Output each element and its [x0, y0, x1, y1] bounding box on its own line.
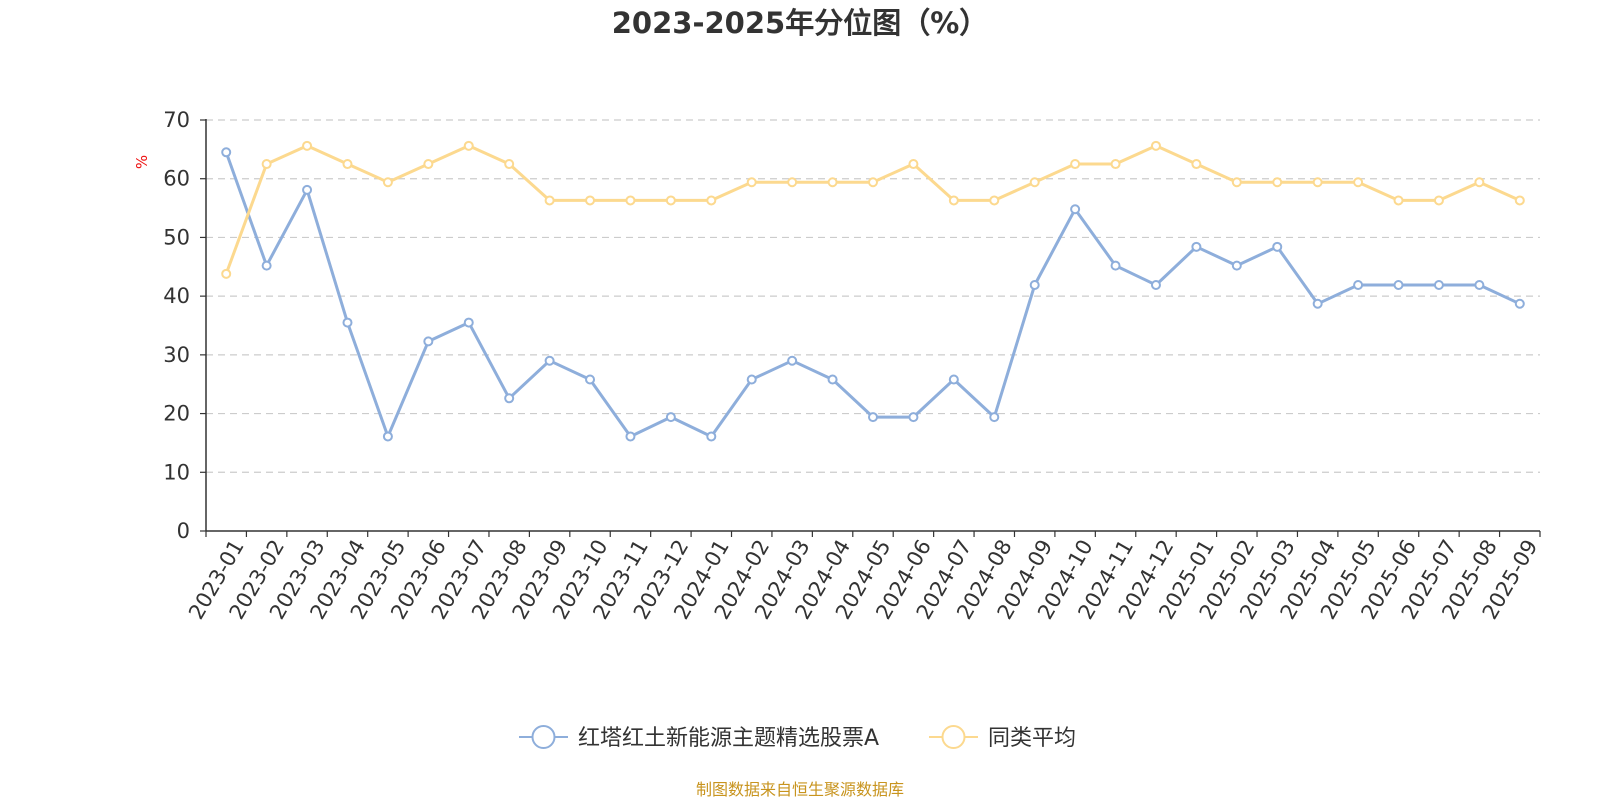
series-2-point-2023-06[interactable] — [423, 159, 434, 170]
series-2-point-2025-05[interactable] — [1353, 177, 1364, 188]
series-1-point-2024-03[interactable] — [787, 355, 798, 366]
series-1-point-2023-04[interactable] — [342, 317, 353, 328]
legend-item-series-1[interactable]: 红塔红土新能源主题精选股票A — [519, 725, 879, 751]
series-2-point-2024-07[interactable] — [948, 195, 959, 206]
legend-label-1: 红塔红土新能源主题精选股票A — [578, 726, 879, 751]
series-1-point-2024-04[interactable] — [827, 374, 838, 385]
series-1-point-2023-05[interactable] — [382, 431, 393, 442]
y-tick-label-50: 50 — [163, 225, 190, 249]
y-tick-label-70: 70 — [163, 108, 190, 132]
series-1-point-2023-07[interactable] — [463, 317, 474, 328]
series-1-point-2024-11[interactable] — [1110, 260, 1121, 271]
series-2-point-2025-08[interactable] — [1474, 177, 1485, 188]
series-1-point-2023-11[interactable] — [625, 431, 636, 442]
series-2-point-2023-03[interactable] — [302, 140, 313, 151]
series-1-point-2025-01[interactable] — [1191, 241, 1202, 252]
series-1-point-2024-06[interactable] — [908, 412, 919, 423]
series-2-point-2024-08[interactable] — [989, 195, 1000, 206]
series-2-point-2025-07[interactable] — [1433, 195, 1444, 206]
series-2-point-2025-02[interactable] — [1231, 177, 1242, 188]
series-2-point-2023-11[interactable] — [625, 195, 636, 206]
series-2-point-2023-09[interactable] — [544, 195, 555, 206]
series-2-point-2023-12[interactable] — [665, 195, 676, 206]
series-2-point-2024-03[interactable] — [787, 177, 798, 188]
series-2-point-2025-01[interactable] — [1191, 159, 1202, 170]
series-1-point-2024-12[interactable] — [1150, 279, 1161, 290]
y-tick-label-40: 40 — [163, 284, 190, 308]
series-1-point-2025-05[interactable] — [1353, 279, 1364, 290]
series-2-point-2024-06[interactable] — [908, 159, 919, 170]
series-1-point-2025-09[interactable] — [1514, 298, 1525, 309]
series-2-point-2024-02[interactable] — [746, 177, 757, 188]
series-1-point-2025-02[interactable] — [1231, 260, 1242, 271]
series-lines — [221, 140, 1525, 442]
series-1-point-2024-08[interactable] — [989, 412, 1000, 423]
series-1-point-2024-07[interactable] — [948, 374, 959, 385]
series-2-point-2023-07[interactable] — [463, 140, 474, 151]
legend-label-2: 同类平均 — [988, 726, 1076, 751]
series-2-point-2024-12[interactable] — [1150, 140, 1161, 151]
series-2-point-2025-09[interactable] — [1514, 195, 1525, 206]
series-1-point-2023-08[interactable] — [504, 393, 515, 404]
series-2-point-2023-02[interactable] — [261, 159, 272, 170]
chart-title: 2023-2025年分位图（%） — [612, 6, 989, 40]
y-tick-label-10: 10 — [163, 460, 190, 484]
series-line-1 — [224, 150, 1522, 438]
legend[interactable]: 红塔红土新能源主题精选股票A 同类平均 — [519, 725, 1076, 751]
series-2-point-2025-06[interactable] — [1393, 195, 1404, 206]
legend-item-series-2[interactable]: 同类平均 — [929, 725, 1076, 751]
series-2-point-2024-05[interactable] — [868, 177, 878, 188]
series-1-point-2023-06[interactable] — [423, 336, 434, 347]
series-2-point-2025-04[interactable] — [1312, 177, 1323, 188]
axes: 0102030405060702023-012023-022023-032023… — [163, 108, 1542, 623]
series-1-point-2024-10[interactable] — [1070, 204, 1081, 215]
series-1-point-2025-03[interactable] — [1272, 241, 1283, 252]
data-source-note: 制图数据来自恒生聚源数据库 — [696, 780, 904, 799]
series-1-point-2025-04[interactable] — [1312, 298, 1323, 309]
series-2-point-2024-09[interactable] — [1029, 177, 1040, 188]
series-1-point-2023-03[interactable] — [302, 184, 313, 195]
series-1-point-2025-06[interactable] — [1393, 279, 1404, 290]
series-2-point-2023-04[interactable] — [342, 159, 353, 170]
y-axis-unit-label: % — [133, 155, 151, 169]
series-2-point-2024-04[interactable] — [827, 177, 838, 188]
legend-marker-2 — [941, 725, 966, 749]
series-1-point-2025-08[interactable] — [1474, 279, 1485, 290]
series-1-point-2024-09[interactable] — [1029, 279, 1040, 290]
legend-marker-1 — [531, 725, 556, 749]
series-1-point-2023-09[interactable] — [544, 355, 555, 366]
series-2-point-2024-01[interactable] — [706, 195, 717, 206]
series-1-point-2024-02[interactable] — [746, 374, 757, 385]
series-1-point-2023-01[interactable] — [221, 147, 232, 158]
series-2-point-2024-11[interactable] — [1110, 159, 1121, 170]
series-1-point-2024-01[interactable] — [706, 431, 717, 442]
series-1-point-2023-12[interactable] — [665, 412, 676, 423]
series-2-point-2023-01[interactable] — [221, 268, 232, 279]
series-2-point-2023-08[interactable] — [504, 159, 515, 170]
series-1-point-2023-02[interactable] — [261, 260, 272, 271]
series-line-2 — [224, 144, 1522, 276]
series-1-point-2024-05[interactable] — [868, 412, 878, 423]
y-tick-label-30: 30 — [163, 343, 190, 367]
series-2-point-2025-03[interactable] — [1272, 177, 1283, 188]
y-tick-label-0: 0 — [177, 519, 190, 543]
series-2-point-2024-10[interactable] — [1070, 159, 1081, 170]
y-tick-label-60: 60 — [163, 167, 190, 191]
y-tick-label-20: 20 — [163, 402, 190, 426]
series-1-point-2023-10[interactable] — [585, 374, 596, 385]
series-1-point-2025-07[interactable] — [1433, 279, 1444, 290]
series-2-point-2023-05[interactable] — [382, 177, 393, 188]
series-2-point-2023-10[interactable] — [585, 195, 596, 206]
